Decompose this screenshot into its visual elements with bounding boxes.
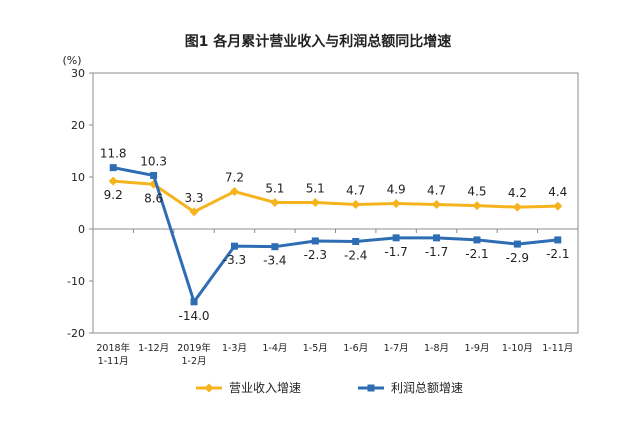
data-point [553,201,563,211]
data-point [311,237,319,245]
data-point [108,176,118,186]
data-label: 5.1 [265,181,284,195]
legend-label: 营业收入增速 [229,381,301,395]
x-tick-label: 2018年 1-11月 [96,342,130,367]
data-point [271,243,279,251]
data-label: 4.5 [467,185,486,199]
y-tick-label: -10 [67,275,85,288]
data-label: 3.3 [184,191,203,205]
legend-marker [367,384,375,392]
data-label: -14.0 [179,309,210,323]
data-point [473,236,481,244]
x-tick-label: 1-8月 [424,343,449,354]
x-tick-label: 2019年 1-2月 [177,342,211,367]
x-tick-label: 1-7月 [384,343,409,354]
data-label: -3.4 [263,254,286,268]
data-label: 10.3 [140,154,167,168]
chart-title: 图1 各月累计营业收入与利润总额同比增速 [185,33,452,50]
data-point [432,200,442,210]
y-tick-label: -20 [67,327,85,340]
data-label: 11.8 [100,147,127,161]
data-point [472,201,482,211]
data-label: -2.4 [344,248,367,262]
data-label: -1.7 [425,245,448,259]
data-label: 5.1 [306,181,325,195]
data-point [230,242,238,250]
data-point [352,237,360,245]
data-point [150,171,158,179]
axes: -20 -10 0 10 20 30 2018年 1-11月 1-12月 2019年 1-2月 1-3… [67,67,579,367]
series-line-revenue [113,179,558,214]
data-labels: 9.2 8.6 3.3 7.2 5.1 5.1 4.7 4.9 4.7 4.5 4.2 4.4 11.8… [100,147,570,323]
x-tick-label: 1-9月 [464,343,489,354]
data-point [391,199,401,209]
data-point [270,197,280,207]
data-point [392,234,400,242]
x-tick-label: 1-5月 [303,343,328,354]
data-point [513,240,521,248]
x-tick-label: 1-6月 [343,343,368,354]
y-axis-unit-label: (%) [62,54,81,67]
data-label: 4.9 [387,183,406,197]
y-tick-label: 30 [71,67,85,80]
x-tick-label: 1-4月 [262,343,287,354]
x-tick-label: 1-12月 [138,343,169,354]
data-label: -1.7 [384,245,407,259]
data-label: -2.3 [304,248,327,262]
data-point [433,234,441,242]
y-tick-label: 10 [71,171,85,184]
data-point [229,187,239,197]
legend: 营业收入增速 利润总额增速 [196,381,463,395]
data-point [512,202,522,212]
data-label: 4.4 [548,185,567,199]
plot-frame [92,72,579,334]
data-label: 9.2 [104,188,123,202]
x-tick-label: 1-10月 [502,343,533,354]
data-label: 7.2 [225,171,244,185]
x-tick-label: 1-3月 [222,343,247,354]
data-label: -3.3 [223,253,246,267]
data-label: -2.1 [465,247,488,261]
data-point [190,298,198,306]
legend-marker [204,383,214,393]
data-label: -2.1 [546,247,569,261]
series-layer [108,164,563,306]
y-tick-label: 0 [78,223,85,236]
series-line-profit [112,166,558,304]
data-point [351,200,361,210]
data-label: 4.7 [427,184,446,198]
data-label: 4.2 [508,186,527,200]
data-label: 8.6 [144,191,163,205]
data-point [554,236,562,244]
legend-label: 利润总额增速 [391,381,463,395]
data-label: -2.9 [506,251,529,265]
data-point [109,164,117,172]
data-label: 4.7 [346,184,365,198]
y-tick-label: 20 [71,119,85,132]
data-point [189,207,199,217]
data-point [310,197,320,207]
x-tick-label: 1-11月 [542,343,573,354]
